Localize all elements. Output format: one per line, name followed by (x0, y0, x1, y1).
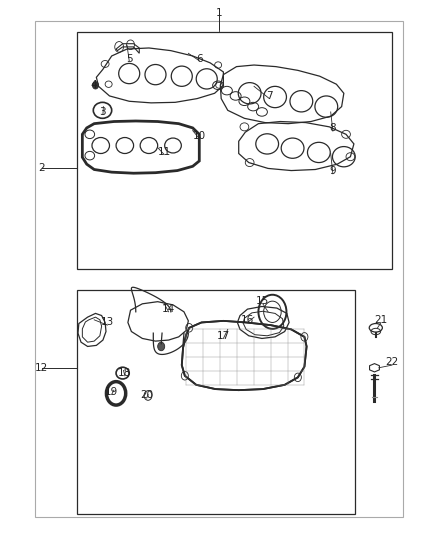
Text: 15: 15 (256, 296, 269, 306)
Bar (77, 290, 355, 514)
Bar (35, 21, 403, 517)
Text: 13: 13 (101, 318, 114, 327)
Text: 7: 7 (266, 91, 273, 101)
Text: 12: 12 (35, 363, 48, 373)
Text: 8: 8 (329, 123, 336, 133)
Text: 4: 4 (91, 80, 98, 90)
Text: 1: 1 (215, 9, 223, 18)
Text: 5: 5 (126, 54, 133, 63)
Text: 21: 21 (374, 315, 388, 325)
Text: 11: 11 (158, 147, 171, 157)
Text: 19: 19 (105, 387, 118, 397)
Text: 2: 2 (38, 163, 45, 173)
Circle shape (92, 82, 99, 89)
Text: 3: 3 (99, 107, 106, 117)
Text: 9: 9 (329, 166, 336, 175)
Circle shape (158, 342, 165, 351)
Text: 22: 22 (385, 358, 399, 367)
Text: 20: 20 (140, 391, 153, 400)
Text: 18: 18 (118, 368, 131, 378)
Text: 6: 6 (196, 54, 203, 63)
Text: 14: 14 (162, 304, 175, 314)
Text: 10: 10 (193, 131, 206, 141)
Text: 17: 17 (217, 331, 230, 341)
Text: 16: 16 (241, 315, 254, 325)
Bar (77, 32, 392, 269)
